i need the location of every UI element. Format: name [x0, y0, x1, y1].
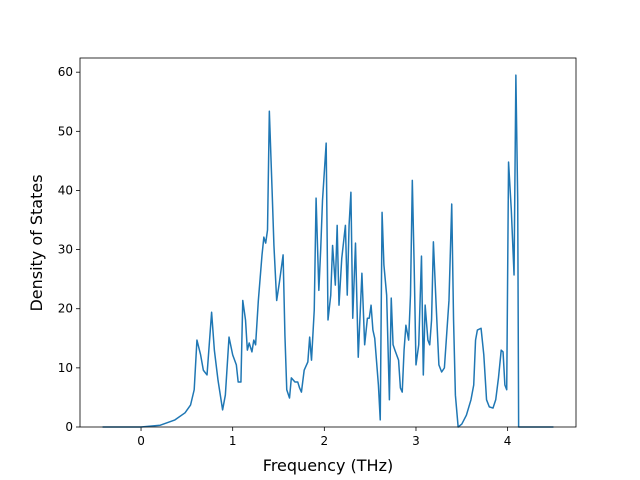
plot-frame — [79, 57, 577, 428]
x-tick-label: 0 — [137, 434, 145, 448]
y-tick-label: 30 — [58, 243, 73, 257]
line — [102, 74, 554, 428]
y-tick-label: 0 — [65, 420, 73, 434]
x-tick-label: 2 — [321, 434, 329, 448]
y-tick-label: 60 — [58, 65, 73, 79]
x-tick-label: 1 — [229, 434, 237, 448]
y-axis-label: Density of States — [27, 174, 46, 311]
y-tick-label: 20 — [58, 302, 73, 316]
y-tick-label: 40 — [58, 183, 73, 197]
x-axis-label: Frequency (THz) — [263, 456, 393, 475]
x-tick-label: 4 — [504, 434, 512, 448]
y-tick-label: 10 — [58, 361, 73, 375]
x-tick-label: 3 — [412, 434, 420, 448]
y-tick-label: 50 — [58, 124, 73, 138]
